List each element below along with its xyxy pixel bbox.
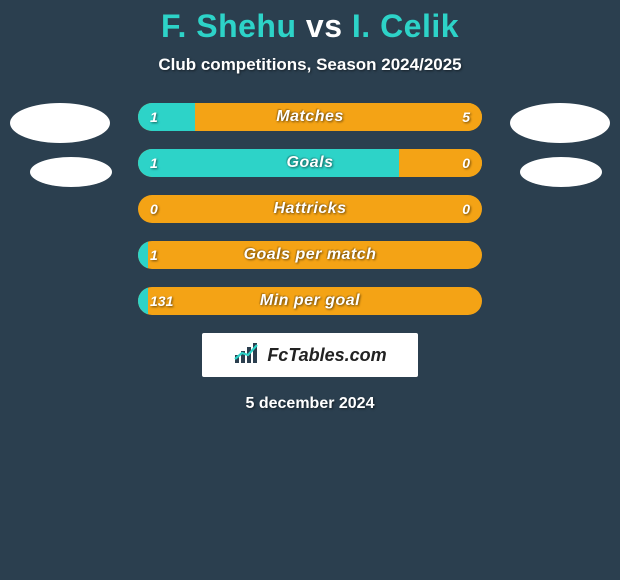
stat-row: 00Hattricks — [138, 195, 482, 223]
player2-avatar-placeholder — [510, 103, 610, 143]
player2-club-placeholder — [520, 157, 602, 187]
stat-row: 1Goals per match — [138, 241, 482, 269]
player1-avatar-placeholder — [10, 103, 110, 143]
stat-bars: 15Matches 10Goals 00Hattricks 1Goals per ma… — [138, 103, 482, 315]
chart-area: 15Matches 10Goals 00Hattricks 1Goals per ma… — [0, 103, 620, 315]
subtitle: Club competitions, Season 2024/2025 — [0, 55, 620, 75]
comparison-infographic: F. Shehu vs I. Celik Club competitions, … — [0, 0, 620, 580]
snapshot-date: 5 december 2024 — [0, 395, 620, 413]
stat-row: 10Goals — [138, 149, 482, 177]
stat-label: Goals per match — [138, 241, 482, 269]
brand-badge: FcTables.com — [202, 333, 418, 377]
stat-row: 15Matches — [138, 103, 482, 131]
stat-row: 131Min per goal — [138, 287, 482, 315]
player1-club-placeholder — [30, 157, 112, 187]
brand-chart-icon — [233, 341, 261, 370]
stat-label: Hattricks — [138, 195, 482, 223]
player1-name: F. Shehu — [161, 8, 297, 44]
page-title: F. Shehu vs I. Celik — [0, 0, 620, 45]
stat-label: Min per goal — [138, 287, 482, 315]
brand-text: FcTables.com — [267, 345, 386, 366]
stat-label: Goals — [138, 149, 482, 177]
title-vs: vs — [306, 8, 343, 44]
player2-name: I. Celik — [352, 8, 459, 44]
stat-label: Matches — [138, 103, 482, 131]
